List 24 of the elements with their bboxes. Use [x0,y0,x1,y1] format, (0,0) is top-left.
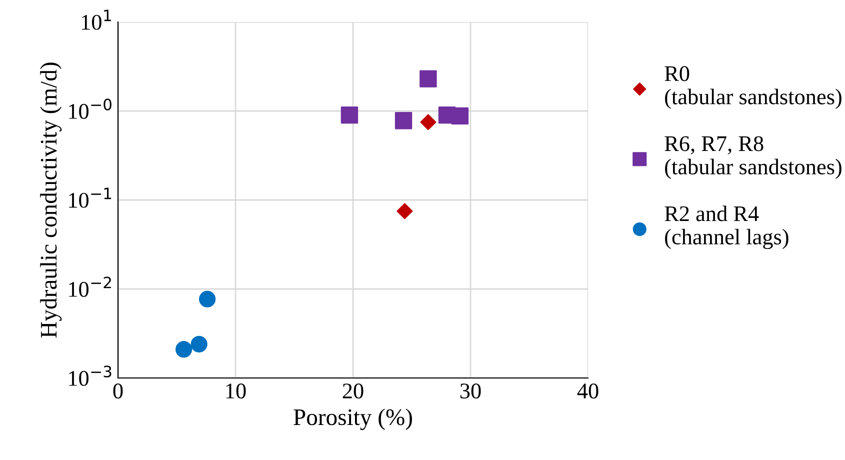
legend-label: R0 (tabular sandstones) [664,66,842,109]
y-axis-title: Hydraulic conductivity (m/d) [40,62,62,338]
point [394,112,412,130]
x-tick-label: 40 [577,384,598,398]
point [420,70,437,88]
point [396,203,413,220]
legend-label: R6, R7, R8 (tabular sandstones) [664,136,842,179]
y-tick-label: 10$^{−0}$ [69,98,112,119]
y-tick-label: 10$^{1}$ [82,10,111,30]
y-tick-label: 10$^{−2}$ [69,276,111,297]
x-tick-label: 20 [342,384,364,398]
x-tick-label: 30 [460,384,481,398]
point [176,341,192,358]
y-tick-label: 10$^{−3}$ [69,366,112,386]
point [190,336,208,352]
point [340,106,358,124]
x-tick-label: 10 [226,384,246,398]
legend-label: R2 and R4 (channel lags) [664,206,788,250]
point [199,290,216,308]
point [451,107,469,125]
x-axis-title: Porosity (%) [294,408,412,430]
y-tick-label: 10$^{−1}$ [69,188,112,208]
point [420,114,436,130]
x-tick-label: 0 [113,384,123,398]
